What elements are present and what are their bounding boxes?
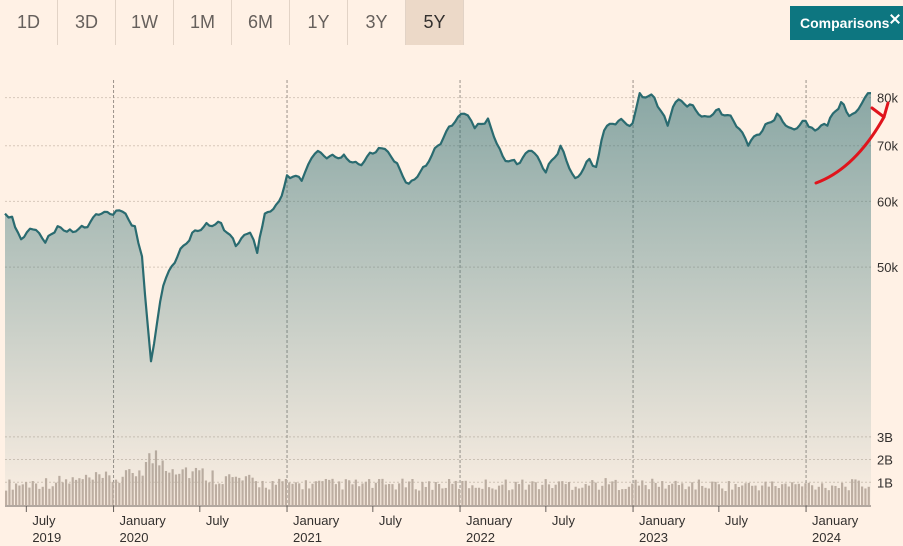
x-tick-year: 2023 [639,530,668,545]
range-button-5y[interactable]: 5Y [406,0,464,45]
volume-tick-label: 1B [877,475,893,490]
x-tick-year: 2019 [32,530,61,545]
range-button-1d[interactable]: 1D [0,0,58,45]
price-line [4,92,872,363]
x-tick-label: July [32,513,56,528]
comparisons-label: Comparisons [800,15,890,31]
y-tick-label: 80k [877,91,898,106]
x-tick-year: 2022 [466,530,495,545]
annotation-arrow [814,115,886,185]
x-tick-year: 2020 [120,530,149,545]
x-tick-label: July [206,513,230,528]
x-tick-label: July [725,513,749,528]
volume-tick-label: 3B [877,430,893,445]
y-tick-label: 60k [877,194,898,209]
y-tick-label: 50k [877,260,898,275]
x-tick-label: January [466,513,513,528]
x-tick-label: July [552,513,576,528]
x-tick-label: January [639,513,686,528]
y-tick-label: 70k [877,139,898,154]
range-button-1w[interactable]: 1W [116,0,174,45]
range-button-3d[interactable]: 3D [58,0,116,45]
x-tick-label: January [120,513,167,528]
price-area [5,93,871,505]
comparisons-button[interactable]: Comparisons [790,6,903,40]
volume-tick-label: 2B [877,453,893,468]
x-tick-year: 2024 [812,530,841,545]
range-button-3y[interactable]: 3Y [348,0,406,45]
time-range-selector: 1D 3D 1W 1M 6M 1Y 3Y 5Y [0,0,464,45]
range-button-6m[interactable]: 6M [232,0,290,45]
x-tick-label: July [379,513,403,528]
x-tick-label: January [293,513,340,528]
annotation-arrowhead [870,101,890,119]
x-tick-year: 2021 [293,530,322,545]
x-tick-label: January [812,513,859,528]
range-button-1y[interactable]: 1Y [290,0,348,45]
range-button-1m[interactable]: 1M [174,0,232,45]
